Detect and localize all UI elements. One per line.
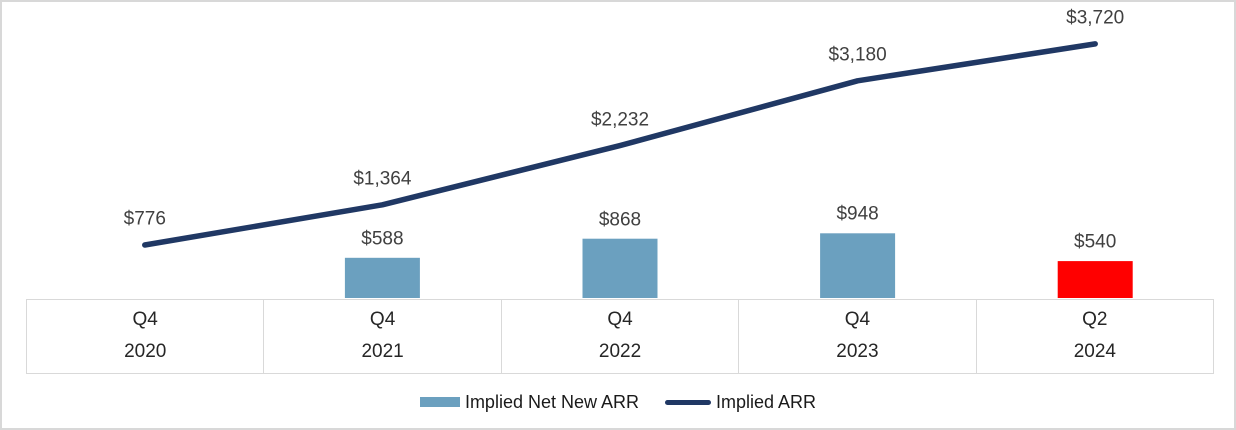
legend-item-net-new-arr: Implied Net New ARR <box>419 391 639 413</box>
bar-Q4-2023 <box>820 233 896 298</box>
axis-category-Q4-2021: Q4 2021 <box>263 300 500 373</box>
axis-year-label: 2022 <box>598 341 642 363</box>
bar-data-label: $948 <box>836 203 879 225</box>
bar-Q4-2021 <box>344 257 420 298</box>
axis-quarter-label: Q4 <box>369 308 396 330</box>
axis-category-Q4-2023: Q4 2023 <box>738 300 975 373</box>
axis-year-label: 2020 <box>124 341 167 363</box>
bar-data-label: $588 <box>361 228 404 250</box>
axis-quarter-label: Q2 <box>1082 308 1108 330</box>
implied-arr-line <box>142 41 1098 248</box>
axis-quarter-label: Q4 <box>607 308 633 330</box>
bar-Q2-2024 <box>1057 261 1133 298</box>
axis-quarter-label: Q4 <box>844 308 871 330</box>
bar-series-swatch-icon <box>419 397 460 407</box>
line-data-label: $1,364 <box>353 168 412 190</box>
axis-category-Q2-2024: Q2 2024 <box>975 300 1215 373</box>
axis-year-label: 2023 <box>836 341 879 363</box>
bar-data-label: $868 <box>598 209 642 231</box>
legend-label-implied-arr: Implied ARR <box>716 391 817 412</box>
axis-year-label: 2021 <box>361 341 404 363</box>
line-data-label: $776 <box>123 208 166 230</box>
chart-legend: Implied Net New ARR Implied ARR <box>2 388 1234 416</box>
legend-label-net-new-arr: Implied Net New ARR <box>464 391 639 412</box>
line-data-label: $2,232 <box>590 109 650 131</box>
legend-item-implied-arr: Implied ARR <box>665 392 816 413</box>
bar-Q4-2022 <box>582 238 658 298</box>
line-data-label: $3,720 <box>1066 7 1125 29</box>
axis-quarter-label: Q4 <box>132 308 158 330</box>
axis-category-Q4-2022: Q4 2022 <box>500 300 738 373</box>
bar-data-label: $540 <box>1074 231 1117 253</box>
line-data-label: $3,180 <box>828 44 887 66</box>
axis-category-Q4-2020: Q4 2020 <box>26 300 263 373</box>
x-axis-category-band: Q4 2020 Q4 2021 Q4 2022 Q4 2023 Q2 2024 <box>26 299 1215 374</box>
axis-year-label: 2024 <box>1073 341 1116 363</box>
line-series-swatch-icon <box>665 399 711 405</box>
